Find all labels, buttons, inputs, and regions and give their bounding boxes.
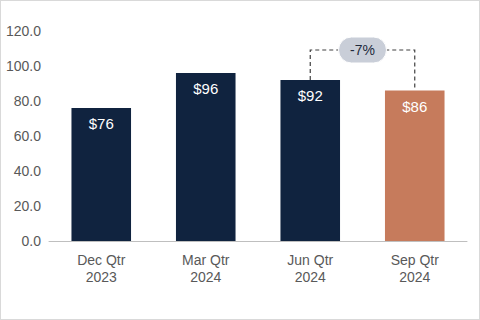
svg-text:120.0: 120.0	[6, 23, 41, 39]
svg-text:$96: $96	[193, 80, 218, 97]
svg-text:2024: 2024	[295, 269, 326, 285]
svg-text:Sep Qtr: Sep Qtr	[391, 252, 440, 268]
svg-text:Jun Qtr: Jun Qtr	[287, 252, 333, 268]
svg-text:$86: $86	[402, 98, 427, 115]
svg-text:40.0: 40.0	[14, 163, 41, 179]
svg-text:60.0: 60.0	[14, 128, 41, 144]
svg-text:2024: 2024	[190, 269, 221, 285]
svg-text:100.0: 100.0	[6, 58, 41, 74]
svg-text:80.0: 80.0	[14, 93, 41, 109]
svg-text:$92: $92	[298, 87, 323, 104]
svg-text:2023: 2023	[86, 269, 117, 285]
svg-text:20.0: 20.0	[14, 198, 41, 214]
svg-text:2024: 2024	[399, 269, 430, 285]
svg-text:0.0: 0.0	[22, 233, 42, 249]
svg-text:Dec Qtr: Dec Qtr	[77, 252, 126, 268]
svg-text:-7%: -7%	[350, 42, 375, 58]
svg-text:$76: $76	[89, 115, 114, 132]
svg-text:Mar Qtr: Mar Qtr	[182, 252, 230, 268]
